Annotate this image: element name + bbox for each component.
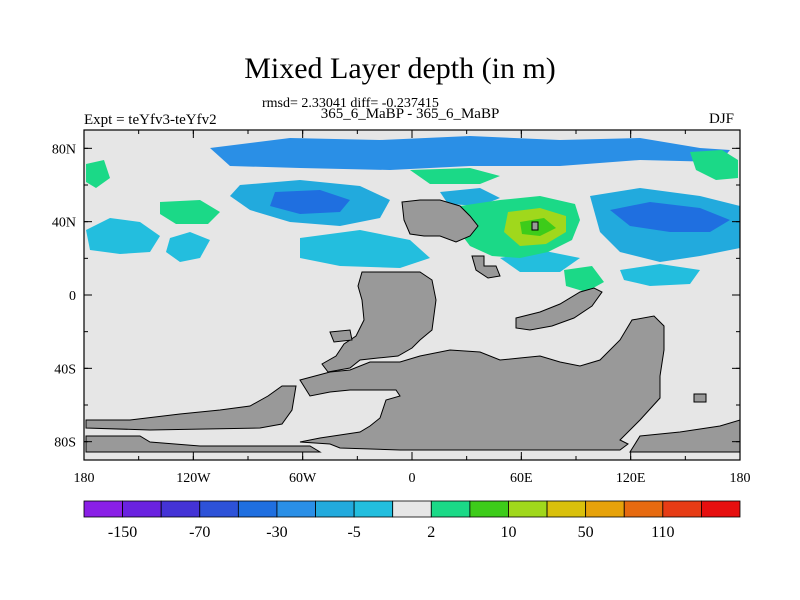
equatorial-atlantic-blue-band [300,230,430,268]
colorbar-label: -5 [347,524,360,541]
small-island-east [531,221,539,231]
colorbar-label: 50 [578,524,594,541]
eastern-peninsula [515,287,603,331]
colorbar-swatch [353,500,394,518]
x-tick-label: 120E [616,471,646,486]
colorbar-swatch [160,500,201,518]
east-pacific-blue-patch [620,264,700,286]
small-island-west [329,329,353,343]
colorbar-swatch [623,500,664,518]
chart-subtitle: 365_6_MaBP - 365_6_MaBP [320,106,500,122]
northern-indian-blue-patch [440,188,500,206]
colorbar-swatch [701,500,741,518]
negative-anomaly-regions [86,136,740,286]
colorbar-swatch [199,500,239,518]
colorbar-swatch [662,500,702,518]
southern-continent [299,315,665,451]
stats-line: rmsd= 2.33041 diff= -0.237415 [262,96,439,111]
colorbar-swatch [315,500,355,518]
west-pacific-blue-patch [86,218,160,254]
colorbar-swatch [276,500,316,518]
colorbar-swatch [508,500,548,518]
season-label: DJF [709,111,735,127]
colorbar: -150 -70 -30 -5 2 10 50 110 [83,500,741,541]
colorbar-swatch [237,500,278,518]
colorbar-swatch [469,500,509,518]
arctic-green-patch-east [690,150,738,180]
south-atlantic-green-patch [564,266,604,292]
colorbar-label: -150 [108,524,137,541]
colorbar-swatch [392,500,432,518]
small-landmass-south [471,255,501,279]
colorbar-swatch [430,500,471,518]
north-pacific-dark-core [270,190,350,214]
colorbar-label: 2 [427,524,435,541]
colorbar-label: -30 [266,524,287,541]
x-tick-label: 120W [176,471,211,486]
northwest-pacific-dark-core [610,202,730,232]
arctic-blue-band [210,136,730,170]
southern-spur [85,385,297,431]
y-tick-label: 80N [52,142,76,157]
northern-landmass [401,199,479,243]
x-tick-label: 60E [510,471,533,486]
x-tick-label: 0 [409,471,416,486]
colorbar-swatch [546,500,587,518]
colorbar-swatch [585,500,625,518]
positive-anomaly-regions [86,150,738,292]
y-tick-label: 40S [54,362,76,377]
colorbar-label: 110 [651,524,674,541]
x-tick-label: 180 [730,471,751,486]
x-tick-label: 180 [74,471,95,486]
colorbar-swatch [122,500,162,518]
north-atlantic-green-strip [410,168,500,184]
small-island-far-east [693,393,707,403]
arctic-green-patch-west [86,160,110,188]
axis-ticks: 180 120W 60W 0 60E 120E 180 80N 40N 0 40S 80S [52,130,751,486]
chart-title: Mixed Layer depth (in m) [244,52,556,85]
y-tick-label: 80S [54,436,76,451]
y-tick-label: 40N [52,216,76,231]
colorbar-swatch [83,500,123,518]
central-continent [321,271,437,373]
colorbar-label: -70 [189,524,210,541]
experiment-label: Expt = teYfv3-teYfv2 [84,112,217,128]
atlantic-green-patch [160,200,220,224]
x-tick-label: 60W [289,471,317,486]
central-pacific-blue-patch [166,232,210,262]
antarctic-west-lobe [85,435,322,453]
land-masses [85,199,741,453]
colorbar-label: 10 [500,524,516,541]
y-tick-label: 0 [69,289,76,304]
